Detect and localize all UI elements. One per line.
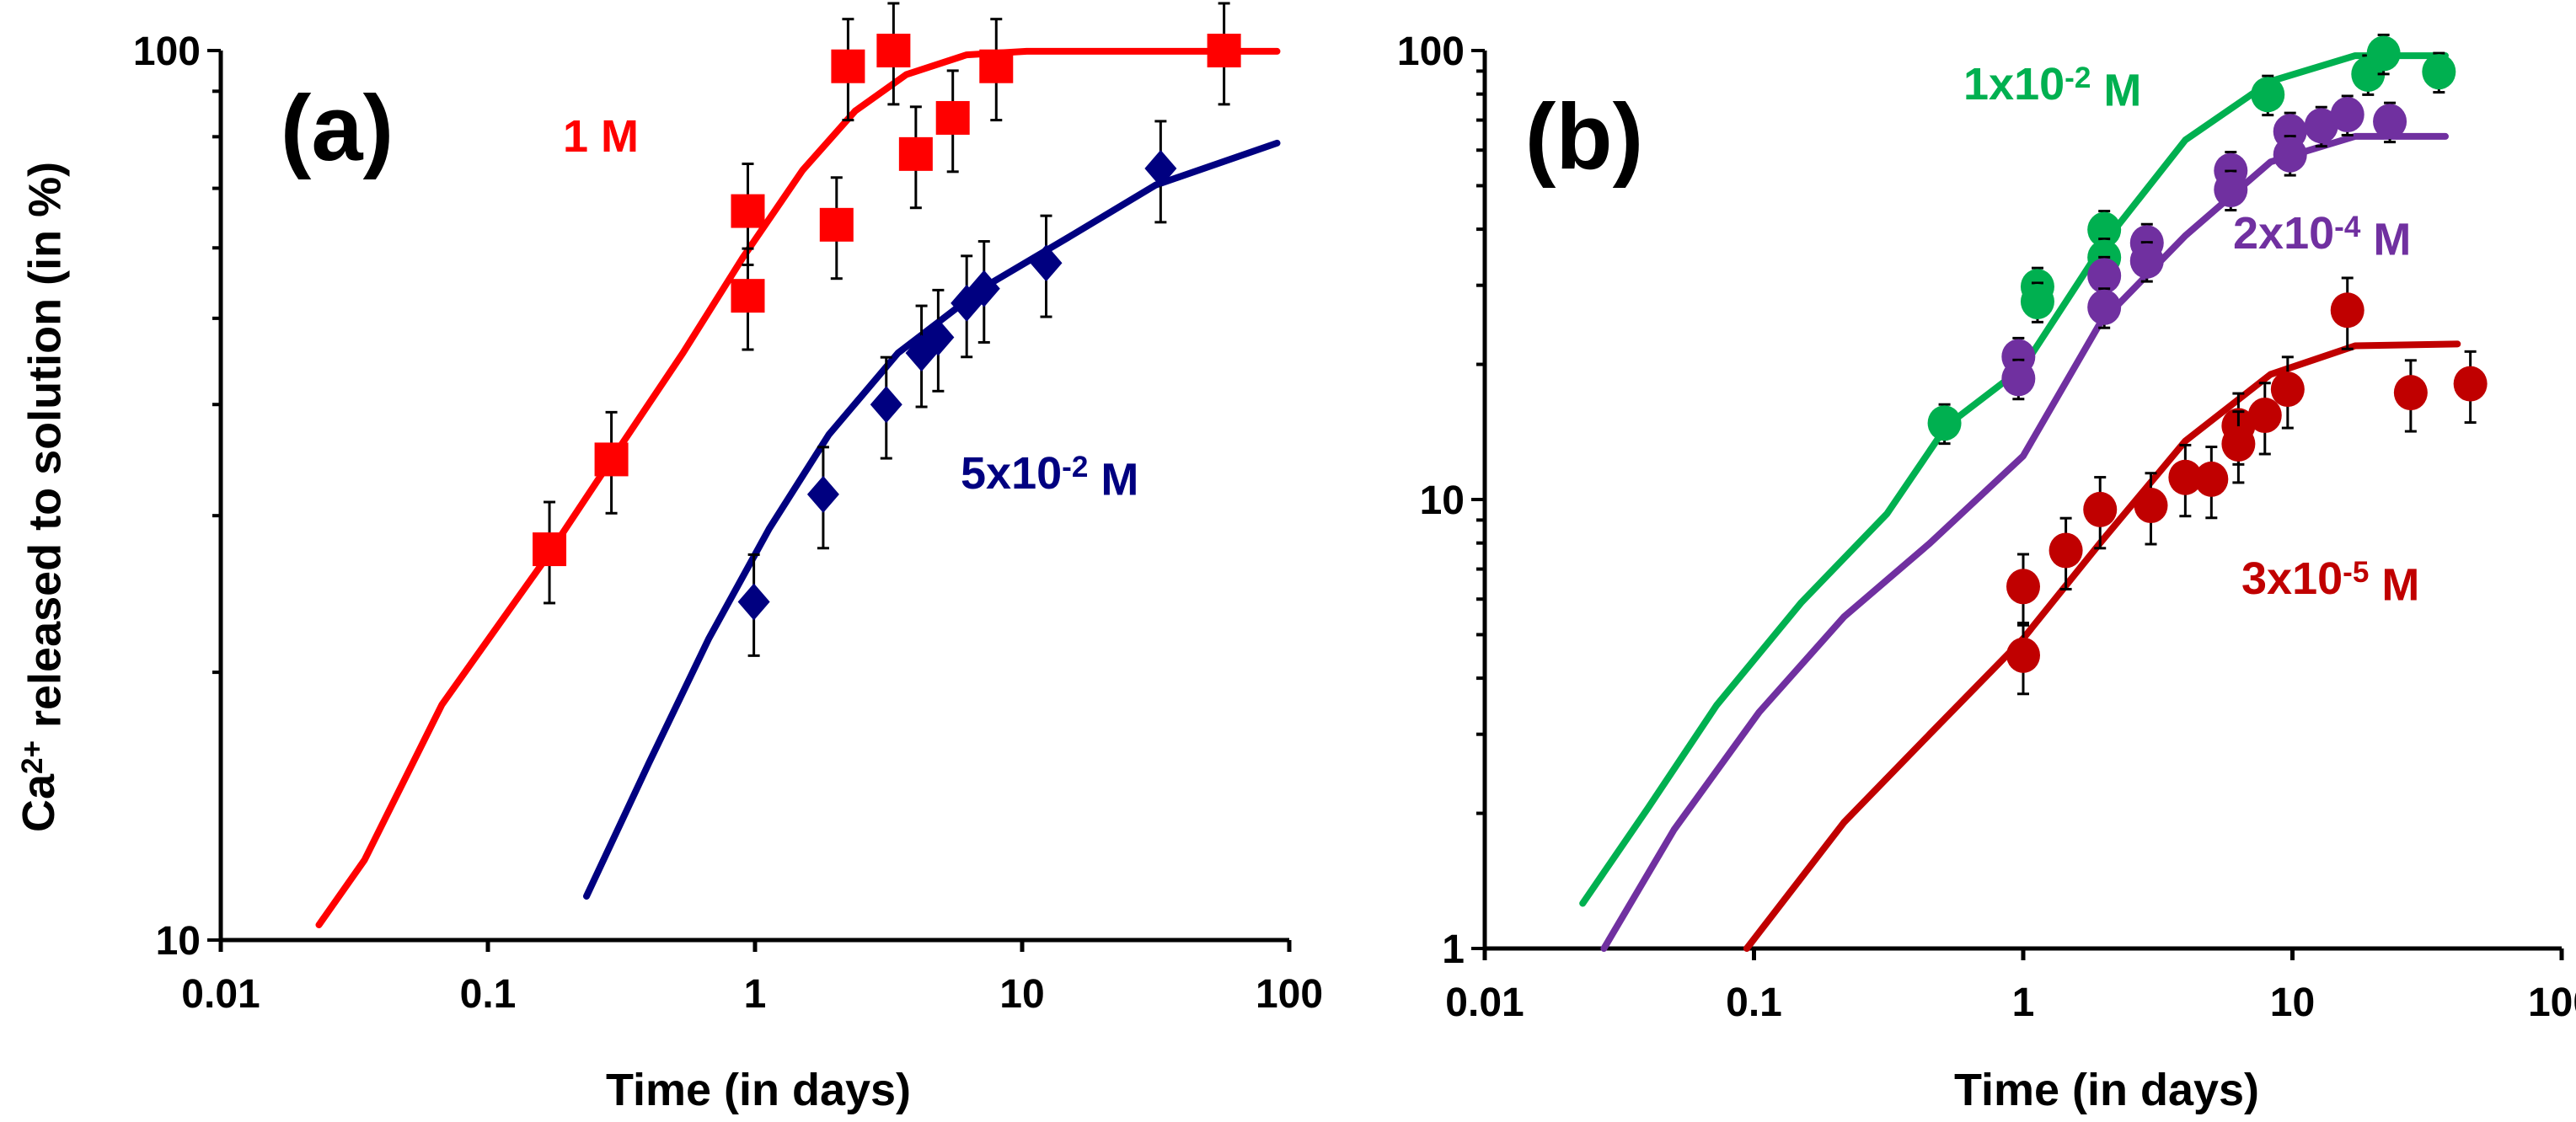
data-point bbox=[2020, 283, 2054, 319]
data-point bbox=[2087, 211, 2122, 248]
y-tick-label: 10 bbox=[156, 919, 201, 964]
data-point bbox=[1030, 244, 1063, 282]
data-point bbox=[2168, 459, 2203, 495]
series-1: 5x10-2 M bbox=[583, 120, 1281, 900]
y-axis-title: Ca2+ released to solution (in %) bbox=[13, 162, 71, 832]
series-label-text: 5x10 bbox=[961, 448, 1062, 499]
x-tick-label: 10 bbox=[2270, 980, 2315, 1025]
data-point bbox=[737, 583, 770, 621]
fit-curve bbox=[583, 139, 1281, 900]
y-axis-title-superscript: 2+ bbox=[16, 740, 49, 774]
data-point bbox=[2048, 532, 2083, 569]
data-point bbox=[2251, 77, 2285, 113]
y-axis-title-text: Ca bbox=[13, 773, 64, 832]
panel-label: (a) bbox=[281, 77, 394, 180]
y-tick-label: 100 bbox=[133, 29, 201, 74]
data-point bbox=[2270, 371, 2305, 408]
data-point bbox=[2366, 35, 2401, 72]
x-axis-title: Time (in days) bbox=[606, 1065, 911, 1115]
data-point bbox=[2453, 366, 2488, 402]
data-point bbox=[2006, 637, 2040, 673]
series-label-text: M bbox=[1088, 455, 1138, 505]
data-point bbox=[2330, 292, 2364, 329]
series-label: 2x10-4 M bbox=[2233, 208, 2411, 265]
data-point bbox=[533, 532, 567, 567]
series-2: 3x10-5 M bbox=[1743, 276, 2488, 952]
data-point bbox=[2393, 375, 2428, 411]
data-point bbox=[2006, 569, 2040, 605]
data-point bbox=[731, 194, 765, 228]
data-point bbox=[2373, 104, 2407, 140]
series-0: 1 M bbox=[315, 2, 1281, 928]
y-tick-label: 100 bbox=[1397, 29, 1465, 74]
x-tick-label: 0.1 bbox=[460, 972, 517, 1017]
series-1: 2x10-4 M bbox=[1600, 94, 2449, 952]
x-tick-label: 1 bbox=[2012, 980, 2035, 1025]
series-label-text: 1 M bbox=[563, 111, 639, 162]
x-tick-label: 10 bbox=[999, 972, 1044, 1017]
data-point bbox=[2001, 361, 2036, 397]
series-label: 1x10-2 M bbox=[1963, 59, 2141, 116]
data-point bbox=[870, 386, 902, 424]
series-label-superscript: -5 bbox=[2343, 556, 2369, 589]
data-point bbox=[731, 279, 765, 313]
data-point bbox=[2083, 491, 2118, 527]
x-tick-label: 0.01 bbox=[1445, 980, 1524, 1025]
fit-curve bbox=[1579, 52, 2449, 907]
data-point bbox=[2221, 425, 2256, 462]
data-point bbox=[898, 136, 933, 171]
data-point bbox=[1927, 405, 1962, 441]
series-label-superscript: -2 bbox=[2065, 61, 2091, 94]
data-point bbox=[831, 49, 865, 83]
data-point bbox=[979, 49, 1014, 83]
series-label: 5x10-2 M bbox=[961, 448, 1138, 505]
data-point bbox=[2273, 136, 2307, 173]
data-point bbox=[2422, 54, 2456, 90]
panel-a: 0.01 0.1 1 10 100 10 100 Time (in days) Ca2+ rel… bbox=[13, 2, 1323, 1115]
data-point bbox=[967, 270, 1000, 307]
data-point bbox=[1207, 34, 1241, 67]
data-point bbox=[922, 318, 955, 356]
series-label: 1 M bbox=[563, 111, 639, 162]
series-label: 3x10-5 M bbox=[2241, 553, 2419, 611]
panel-label: (b) bbox=[1525, 85, 1643, 189]
data-point bbox=[2087, 258, 2122, 294]
x-tick-label: 0.1 bbox=[1726, 980, 1782, 1025]
x-tick-label: 100 bbox=[1256, 972, 1323, 1017]
series-label-text: M bbox=[2360, 215, 2411, 265]
data-point bbox=[594, 442, 629, 477]
y-tick-label: 1 bbox=[1442, 927, 1465, 972]
data-point bbox=[806, 475, 839, 513]
series-label-text: 3x10 bbox=[2241, 553, 2343, 604]
data-point bbox=[819, 207, 854, 242]
series-label-superscript: -4 bbox=[2334, 211, 2361, 243]
series-label-text: 2x10 bbox=[2233, 208, 2334, 259]
data-point bbox=[2087, 289, 2122, 325]
data-point bbox=[2129, 243, 2164, 279]
series-label-superscript: -2 bbox=[1062, 451, 1088, 484]
x-tick-label: 100 bbox=[2528, 980, 2576, 1025]
series-label-text: 1x10 bbox=[1963, 59, 2065, 110]
fit-curve bbox=[1743, 340, 2461, 952]
series-0: 1x10-2 M bbox=[1579, 33, 2456, 907]
data-point bbox=[1144, 149, 1177, 187]
data-point bbox=[2330, 97, 2364, 133]
y-axis-title-text: released to solution (in %) bbox=[20, 162, 71, 740]
series-label-text: M bbox=[2091, 66, 2141, 116]
fit-curve bbox=[315, 47, 1281, 928]
data-point bbox=[2304, 108, 2338, 144]
y-tick-label: 10 bbox=[1420, 478, 1465, 523]
data-point bbox=[2194, 461, 2229, 497]
data-point bbox=[2247, 398, 2282, 434]
panel-b: 0.01 0.1 1 10 100 1 10 100 Time (in days) (b) 1x10… bbox=[1397, 29, 2576, 1115]
data-point bbox=[935, 100, 970, 135]
data-point bbox=[2214, 172, 2248, 208]
data-point bbox=[2134, 488, 2168, 524]
series-label-text: M bbox=[2369, 560, 2419, 611]
data-point bbox=[876, 34, 911, 67]
x-tick-label: 1 bbox=[744, 972, 767, 1017]
x-tick-label: 0.01 bbox=[181, 972, 260, 1017]
x-axis-title: Time (in days) bbox=[1954, 1065, 2259, 1115]
